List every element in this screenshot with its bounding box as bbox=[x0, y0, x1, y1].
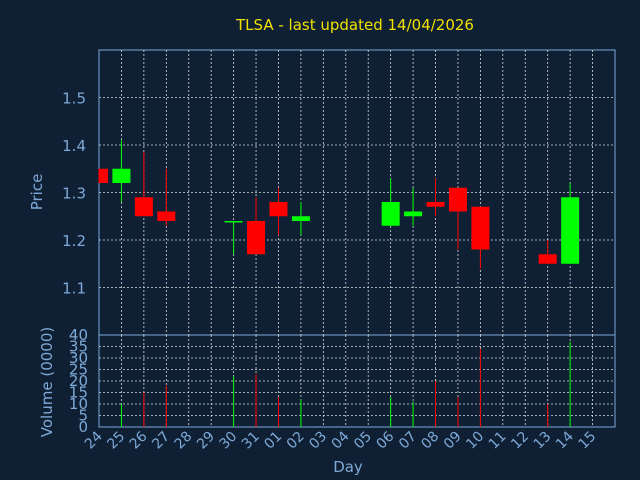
candle-body bbox=[471, 206, 490, 250]
x-tick-label: 27 bbox=[149, 429, 173, 453]
candle-body bbox=[224, 221, 243, 223]
candle-body bbox=[404, 211, 423, 217]
x-tick-label: 12 bbox=[508, 429, 532, 453]
price-tick-label: 1.5 bbox=[62, 90, 86, 108]
x-tick-label: 07 bbox=[396, 429, 420, 453]
volume-bars bbox=[120, 341, 571, 427]
x-tick-label: 29 bbox=[194, 429, 218, 453]
x-tick-label: 05 bbox=[351, 429, 375, 453]
x-tick-label: 11 bbox=[486, 429, 510, 453]
x-tick-label: 28 bbox=[172, 429, 196, 453]
candle-body bbox=[99, 168, 108, 183]
volume-tick-label: 30 bbox=[69, 349, 88, 367]
x-tick-labels: 2425262728293031010203040506070809101112… bbox=[82, 428, 599, 452]
price-tick-label: 1.4 bbox=[62, 137, 86, 155]
candle-body bbox=[291, 216, 310, 221]
volume-tick-label: 20 bbox=[69, 372, 88, 390]
candle-body bbox=[381, 202, 400, 226]
price-axis-label: Price bbox=[28, 174, 46, 211]
x-tick-label: 01 bbox=[261, 429, 285, 453]
candle-body bbox=[538, 254, 557, 264]
x-tick-label: 03 bbox=[306, 429, 330, 453]
candle-body bbox=[426, 202, 445, 207]
x-tick-label: 10 bbox=[463, 429, 487, 453]
price-tick-labels: 1.1 1.2 1.3 1.4 1.5 bbox=[62, 90, 86, 298]
volume-axis-label: Volume (0000) bbox=[38, 327, 56, 437]
x-tick-label: 31 bbox=[239, 429, 263, 453]
x-tick-label: 02 bbox=[284, 429, 308, 453]
price-tick-label: 1.1 bbox=[62, 280, 86, 298]
x-tick-label: 30 bbox=[217, 429, 241, 453]
candle-body bbox=[112, 168, 131, 183]
volume-tick-label: 40 bbox=[69, 326, 88, 344]
x-tick-label: 09 bbox=[441, 429, 465, 453]
x-tick-label: 04 bbox=[329, 428, 353, 452]
x-tick-label: 25 bbox=[104, 429, 128, 453]
volume-tick-label: 10 bbox=[69, 395, 88, 413]
x-tick-label: 13 bbox=[531, 429, 555, 453]
volume-tick-label: 15 bbox=[69, 384, 88, 402]
volume-tick-label: 5 bbox=[78, 407, 88, 425]
x-tick-label: 06 bbox=[374, 428, 398, 452]
x-tick-label: 26 bbox=[127, 428, 151, 452]
candle-body bbox=[134, 197, 153, 217]
x-tick-label: 08 bbox=[418, 429, 442, 453]
chart-title: TLSA - last updated 14/04/2026 bbox=[235, 16, 474, 34]
x-tick-label: 15 bbox=[575, 429, 599, 453]
candle-body bbox=[269, 202, 288, 217]
volume-tick-label: 0 bbox=[78, 418, 88, 436]
candle-body bbox=[157, 211, 176, 221]
volume-tick-label: 35 bbox=[69, 338, 88, 356]
candle-body bbox=[448, 187, 467, 212]
volume-tick-label: 25 bbox=[69, 361, 88, 379]
price-tick-label: 1.3 bbox=[62, 185, 86, 203]
grid bbox=[99, 50, 615, 427]
price-tick-label: 1.2 bbox=[62, 232, 86, 250]
candle-body bbox=[561, 197, 580, 264]
candle-body bbox=[247, 221, 266, 255]
x-axis-label: Day bbox=[333, 458, 363, 476]
candles bbox=[98, 140, 580, 269]
x-tick-label: 14 bbox=[553, 428, 577, 452]
